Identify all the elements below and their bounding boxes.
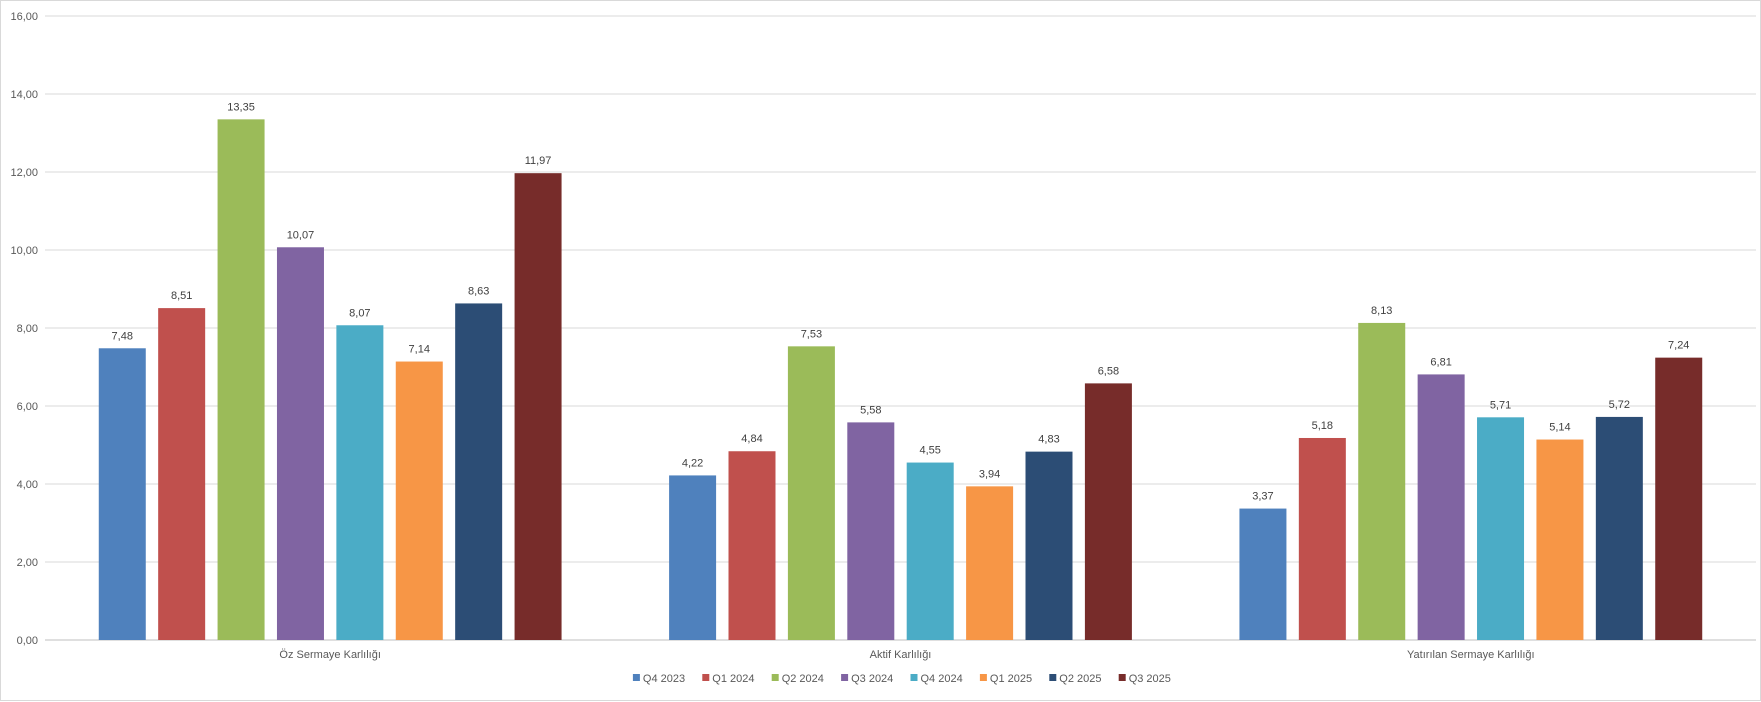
legend-label: Q3 2024 [851,673,893,685]
category-label: Aktif Karlılığı [870,649,932,661]
legend-swatch [1118,674,1126,681]
bar [669,475,717,640]
y-tick-label: 4,00 [17,479,38,491]
data-label: 7,24 [1668,340,1689,352]
data-label: 8,63 [468,285,489,297]
data-label: 8,13 [1371,305,1392,317]
data-label: 5,14 [1549,422,1570,434]
bar [728,451,776,640]
bar [1477,417,1525,640]
legend-swatch [702,674,710,681]
bar [514,173,562,641]
bar [217,119,265,641]
legend-swatch [771,674,779,681]
data-label: 6,58 [1098,365,1119,377]
y-tick-label: 2,00 [17,557,38,569]
bar [1298,437,1346,640]
data-label: 4,55 [919,445,940,457]
legend-label: Q3 2025 [1129,673,1171,685]
bar [455,303,503,640]
legend-label: Q1 2024 [712,673,754,685]
y-tick-label: 0,00 [17,635,38,647]
data-label: 5,71 [1490,399,1511,411]
data-label: 8,51 [171,290,192,302]
category-label: Yatırılan Sermaye Karlılığı [1407,649,1535,661]
data-label: 11,97 [525,155,552,167]
bar [336,325,384,640]
legend-label: Q2 2025 [1059,673,1101,685]
bar [1358,322,1406,640]
data-label: 8,07 [349,307,370,319]
data-label: 7,48 [112,330,133,342]
y-tick-label: 10,00 [10,245,38,257]
data-label: 7,14 [409,344,430,356]
legend-label: Q2 2024 [782,673,824,685]
bar [276,247,324,640]
bar [906,462,954,640]
legend-swatch [841,674,849,681]
bar [1655,357,1703,640]
legend-label: Q4 2024 [921,673,963,685]
y-tick-label: 14,00 [10,89,38,101]
data-label: 5,58 [860,404,881,416]
legend-swatch [632,674,640,681]
bar [787,346,835,640]
bar [847,422,895,640]
data-label: 4,83 [1038,434,1059,446]
legend-swatch [910,674,918,681]
bar [966,486,1014,640]
data-label: 4,22 [682,457,703,469]
bar [1536,439,1584,640]
bar [1417,374,1465,640]
data-label: 10,07 [287,229,315,241]
data-label: 4,84 [741,433,762,445]
bar [98,348,146,640]
y-tick-label: 12,00 [10,167,38,179]
bar [158,308,206,640]
y-tick-label: 16,00 [10,11,38,23]
y-tick-label: 6,00 [17,401,38,413]
bar [1084,383,1132,640]
data-label: 3,94 [979,468,1000,480]
bar [1595,416,1643,640]
data-label: 5,72 [1609,399,1630,411]
bar [1239,508,1287,640]
data-label: 3,37 [1252,491,1273,503]
category-label: Öz Sermaye Karlılığı [279,649,380,661]
legend-swatch [1049,674,1057,681]
legend-label: Q1 2025 [990,673,1032,685]
legend-label: Q4 2023 [643,673,685,685]
bar [1025,451,1073,640]
data-label: 5,18 [1312,420,1333,432]
legend-swatch [979,674,987,681]
data-label: 6,81 [1430,356,1451,368]
bar [395,361,443,640]
data-label: 7,53 [801,328,822,340]
y-tick-label: 8,00 [17,323,38,335]
data-label: 13,35 [227,101,255,113]
